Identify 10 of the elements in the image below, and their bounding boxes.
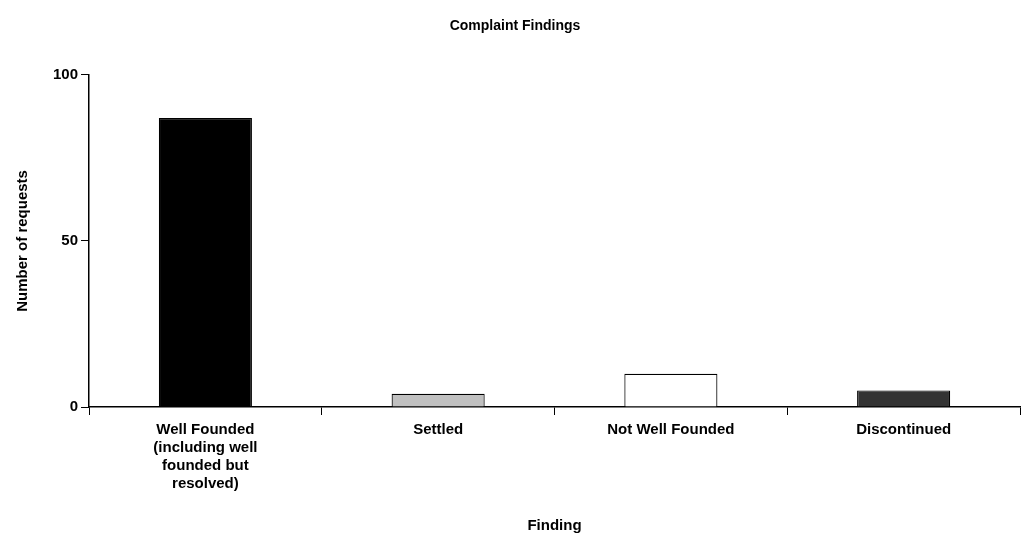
y-tick-label: 100 bbox=[53, 64, 79, 82]
x-axis-title: Finding bbox=[527, 516, 582, 534]
y-tick-label: 50 bbox=[61, 231, 79, 249]
y-axis-title: Number of requests bbox=[13, 170, 31, 312]
x-tick-label: Not Well Founded bbox=[607, 420, 735, 438]
x-tick-label: Discontinued bbox=[856, 420, 952, 438]
chart-title: Complaint Findings bbox=[449, 17, 581, 34]
y-tick-label: 0 bbox=[69, 397, 79, 415]
x-tick-label: Settled bbox=[413, 420, 464, 438]
x-tick-label: Well Founded (including well founded but resolved) bbox=[153, 420, 258, 492]
